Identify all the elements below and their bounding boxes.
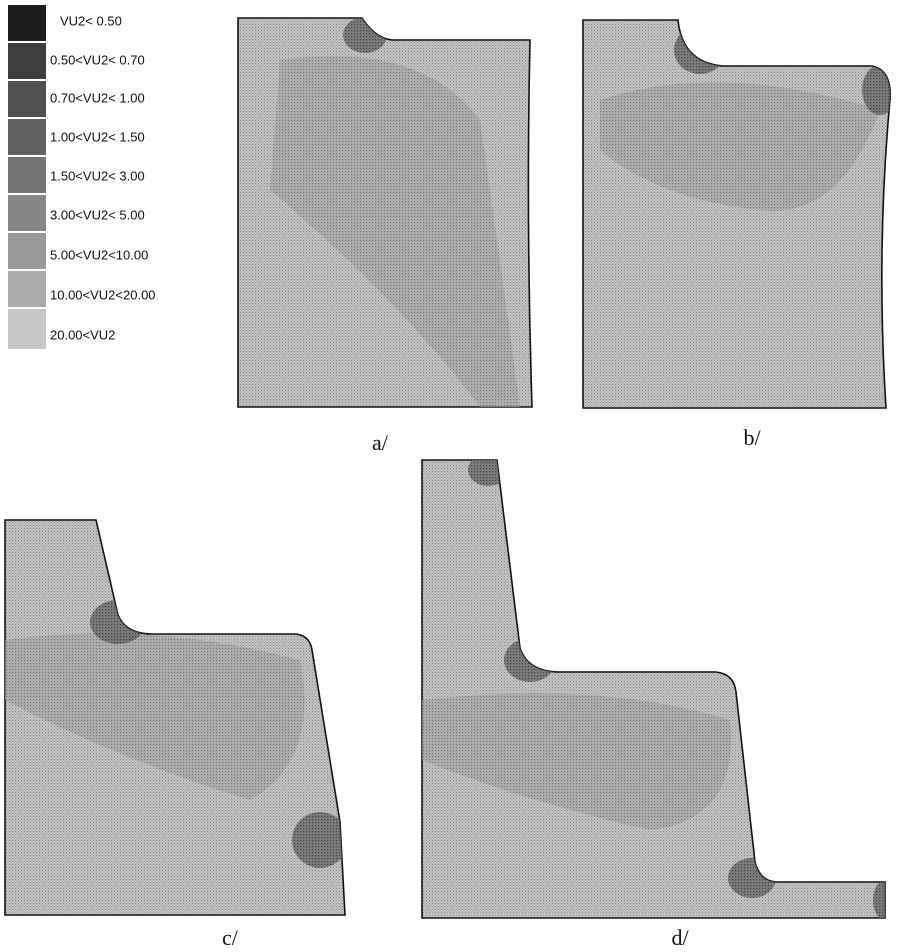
panel-label: a/ xyxy=(372,430,389,455)
legend-swatch xyxy=(8,5,46,41)
region xyxy=(468,454,508,486)
region xyxy=(343,17,387,53)
legend-swatch xyxy=(8,233,46,269)
workpiece xyxy=(583,20,890,408)
legend-label: 3.00<VU2< 5.00 xyxy=(50,207,145,222)
legend-label: 10.00<VU2<20.00 xyxy=(50,287,156,302)
legend-label: 0.50<VU2< 0.70 xyxy=(50,52,145,67)
region xyxy=(674,26,726,74)
region xyxy=(873,880,897,920)
legend-swatch xyxy=(8,157,46,193)
panel-b: b/ xyxy=(583,20,898,450)
panel-d: d/ xyxy=(422,454,897,950)
panel-label: d/ xyxy=(671,925,689,950)
panel-a: a/ xyxy=(238,17,532,455)
region xyxy=(90,600,146,644)
legend-label: 20.00<VU2 xyxy=(50,327,115,342)
legend-swatch xyxy=(8,309,46,349)
panel-label: b/ xyxy=(743,425,761,450)
region xyxy=(504,638,556,682)
legend-label: 0.70<VU2< 1.00 xyxy=(50,90,145,105)
legend-swatch xyxy=(8,43,46,79)
region xyxy=(292,812,348,868)
legend-label: VU2< 0.50 xyxy=(60,13,122,28)
legend: VU2< 0.50 0.50<VU2< 0.70 0.70<VU2< 1.00 … xyxy=(8,5,156,349)
legend-swatch xyxy=(8,195,46,231)
workpiece xyxy=(422,460,885,918)
legend-label: 1.00<VU2< 1.50 xyxy=(50,129,145,144)
legend-swatch xyxy=(8,119,46,155)
legend-label: 1.50<VU2< 3.00 xyxy=(50,168,145,183)
figure: VU2< 0.50 0.50<VU2< 0.70 0.70<VU2< 1.00 … xyxy=(0,0,898,952)
legend-swatch xyxy=(8,271,46,307)
legend-swatch xyxy=(8,81,46,117)
legend-label: 5.00<VU2<10.00 xyxy=(50,247,148,262)
region xyxy=(728,858,776,898)
panel-c: c/ xyxy=(5,520,348,950)
region xyxy=(862,65,898,115)
panel-label: c/ xyxy=(222,925,239,950)
